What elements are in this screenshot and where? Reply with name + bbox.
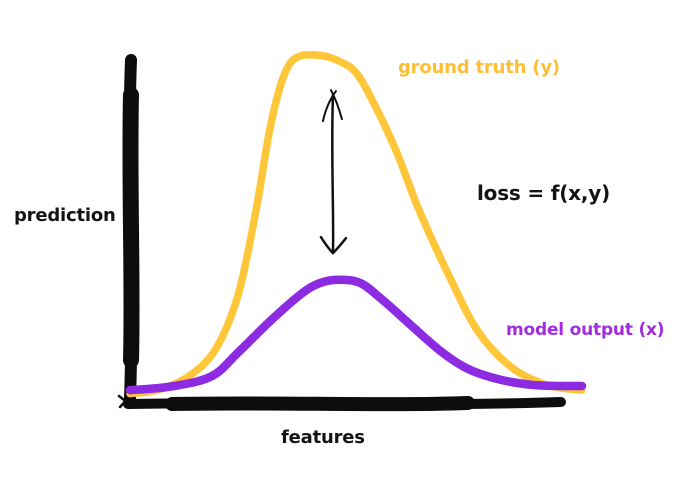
loss-formula-label: loss = f(x,y) [477,181,611,205]
axes [117,54,566,412]
arrow-shaft [331,93,335,255]
y-axis-bold [122,87,140,368]
x-axis-label: features [281,427,365,448]
arrow-flick-left [321,90,337,123]
arrow-flick-right [329,89,343,121]
loss-arrow [319,89,348,255]
ground-truth-label: ground truth (y) [398,57,560,78]
model-output-curve [125,275,587,395]
x-axis-bold [165,396,475,412]
model-output-label: model output (x) [506,320,665,340]
ground-truth-curve [126,51,586,398]
arrow-head [319,235,348,255]
y-axis-label: prediction [14,205,116,226]
